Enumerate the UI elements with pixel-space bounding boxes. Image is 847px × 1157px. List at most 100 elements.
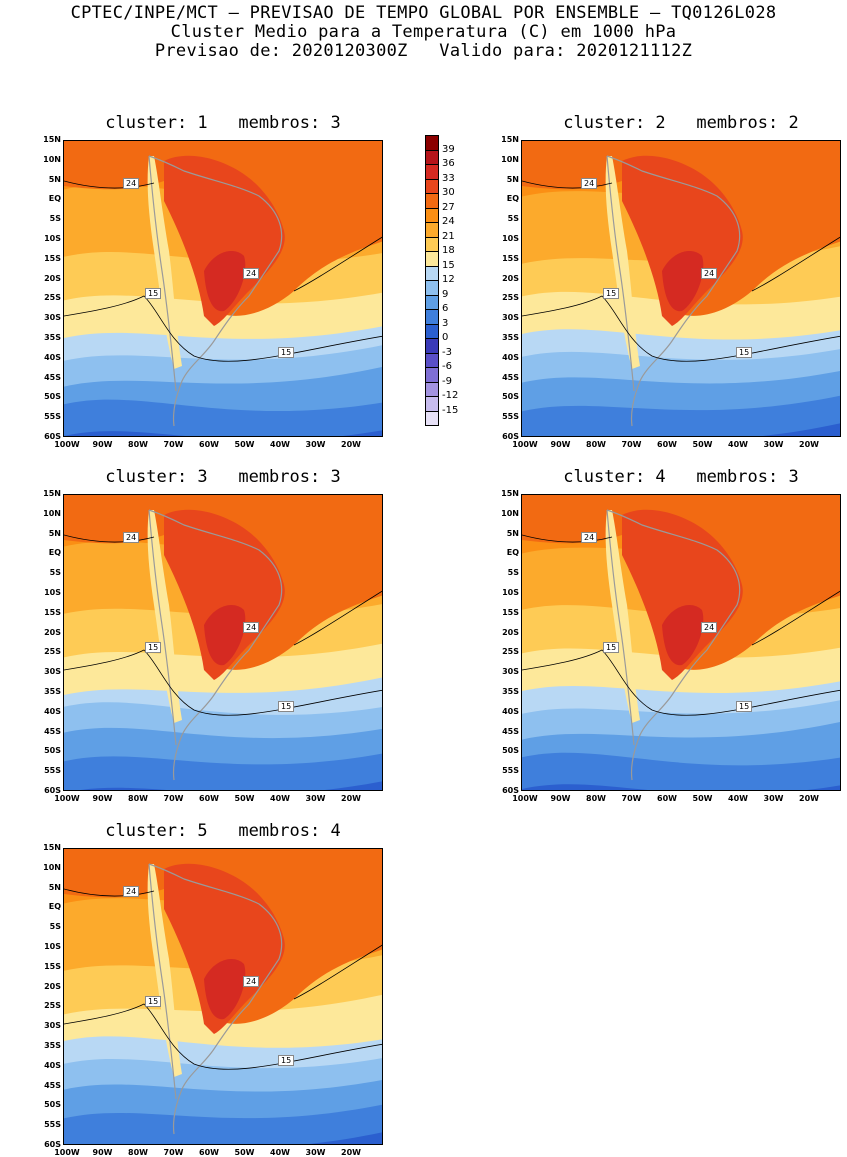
longitude-tick-label: 40W [270,440,290,449]
legend-color-swatch [425,338,439,354]
longitude-tick-label: 50W [692,440,713,449]
contour-label: 15 [603,288,620,299]
longitude-tick-label: 30W [763,794,784,803]
longitude-tick-label: 20W [799,794,819,803]
temperature-band [522,784,840,790]
latitude-tick-label: 30S [502,667,519,677]
longitude-tick-label: 80W [128,1148,148,1157]
panel-title: cluster: 4 membros: 3 [563,467,799,487]
legend-value-label: -6 [442,361,452,372]
latitude-tick-label: 60S [44,786,61,795]
longitude-tick-label: 50W [234,794,255,803]
legend-value-label: 39 [442,143,455,155]
legend-value-label: 12 [442,274,455,285]
contour-label: 24 [701,268,718,279]
panel-title: cluster: 1 membros: 3 [105,113,341,133]
latitude-tick-label: 15N [501,135,519,144]
legend-color-swatch [425,149,439,165]
legend-color-swatch [425,207,439,223]
contour-label: 15 [736,347,753,358]
legend-value-label: 6 [442,303,449,314]
legend-value-label: -15 [442,404,459,416]
latitude-tick-label: 40S [44,706,61,716]
longitude-tick-label: 20W [341,440,361,449]
longitude-tick-label: 80W [586,794,606,803]
latitude-tick-label: 15S [44,607,61,617]
latitude-tick-label: EQ [48,902,61,912]
latitude-tick-label: 5N [506,528,519,538]
latitude-tick-label: 10S [502,588,519,597]
longitude-tick-label: 60W [657,794,677,803]
temperature-band [64,753,382,790]
latitude-tick-label: 15S [502,253,519,263]
legend-color-swatch [425,265,439,281]
andes-cool-stripe [605,156,640,369]
legend-color-swatch [425,396,439,412]
latitude-tick-label: EQ [48,548,61,558]
latitude-tick-label: 5N [48,528,61,538]
latitude-tick-label: 10S [44,588,61,597]
latitude-tick-label: 50S [44,1100,61,1110]
contour-label: 24 [123,178,140,189]
longitude-tick-label: 70W [621,794,642,803]
temperature-map [63,140,383,437]
longitude-tick-label: 20W [341,1148,361,1157]
latitude-tick-label: 10N [43,862,61,872]
contour-label: 24 [123,532,140,543]
latitude-tick-label: EQ [506,194,519,204]
latitude-tick-label: 40S [44,1060,61,1070]
longitude-tick-label: 30W [305,794,326,803]
latitude-tick-label: 50S [44,746,61,756]
latitude-tick-label: 45S [44,372,61,382]
latitude-tick-label: 45S [502,726,519,736]
longitude-tick-label: 40W [728,440,748,449]
latitude-tick-label: 5N [506,174,519,184]
legend-value-label: -9 [442,375,452,387]
temperature-map [63,494,383,791]
panel-title: cluster: 5 membros: 4 [105,821,341,841]
longitude-tick-label: 100W [54,1148,80,1157]
warm-core-region [164,155,285,326]
andes-cool-stripe [147,156,182,369]
latitude-tick-label: 25S [502,293,519,303]
warm-core-region [622,509,743,680]
warm-core-region [164,863,285,1034]
latitude-tick-label: 5N [48,882,61,892]
latitude-tick-label: 15S [44,253,61,263]
latitude-tick-label: 45S [44,726,61,736]
legend-value-label: 27 [442,201,455,213]
andes-cool-stripe [605,510,640,723]
latitude-tick-label: 10S [502,234,519,243]
legend-color-swatch [425,280,439,296]
latitude-tick-label: 30S [44,313,61,323]
latitude-tick-label: 5S [507,214,519,224]
latitude-tick-label: 10N [501,154,519,164]
longitude-tick-label: 100W [512,440,538,449]
legend-value-label: 24 [442,216,455,227]
latitude-tick-label: 55S [44,412,61,422]
latitude-tick-label: 55S [502,412,519,422]
longitude-tick-label: 90W [550,440,571,449]
coastline [606,509,741,781]
legend-value-label: 0 [442,332,449,343]
header-line-1: CPTEC/INPE/MCT – PREVISAO DE TEMPO GLOBA… [70,3,777,23]
latitude-tick-label: 15N [43,843,61,852]
legend-color-swatch [425,294,439,310]
panel-title: cluster: 3 membros: 3 [105,467,341,487]
latitude-tick-label: 45S [502,372,519,382]
longitude-tick-label: 60W [199,440,219,449]
latitude-tick-label: 25S [44,1001,61,1011]
latitude-tick-label: 5S [49,214,61,224]
latitude-tick-label: 5S [49,922,61,932]
latitude-tick-label: 15N [501,489,519,498]
latitude-tick-label: 15S [44,961,61,971]
longitude-tick-label: 90W [92,794,113,803]
longitude-tick-label: 80W [128,440,148,449]
latitude-tick-label: 35S [44,1041,61,1050]
latitude-tick-label: 45S [44,1080,61,1090]
longitude-tick-label: 30W [763,440,784,449]
legend-color-swatch [425,222,439,238]
latitude-tick-label: 15S [502,607,519,617]
latitude-tick-label: 35S [44,333,61,342]
contour-label: 24 [123,886,140,897]
